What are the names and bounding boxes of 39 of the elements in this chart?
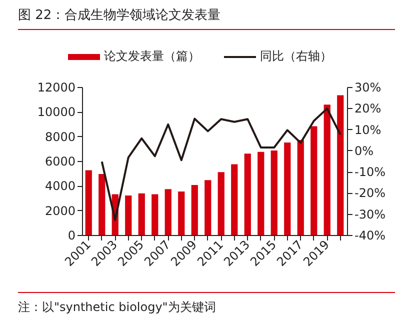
y-tick-label: 8000: [44, 130, 76, 144]
bar: [85, 170, 92, 235]
bar: [231, 164, 238, 235]
bar: [258, 152, 264, 235]
y2-tick-label: 30%: [354, 80, 382, 94]
bar: [324, 104, 330, 235]
bar: [178, 191, 185, 235]
y-tick-label: 12000: [37, 80, 76, 94]
bar: [138, 193, 145, 235]
y2-tick-label: -10%: [354, 165, 386, 180]
bar: [244, 154, 251, 235]
bar: [98, 174, 106, 235]
bar: [297, 140, 304, 235]
text: 注：以"synthetic biology"为关键词: [18, 292, 395, 316]
y-tick-label: 6000: [44, 154, 76, 168]
y-tick-label: 2000: [44, 204, 76, 218]
bar: [191, 185, 198, 235]
y2-tick-label: -30%: [354, 207, 386, 222]
chart-title: 图 22：合成生物学领域论文发表量: [18, 6, 395, 30]
y-tick-label: 0: [68, 228, 76, 242]
bar: [204, 180, 212, 235]
y-tick-label: 4000: [44, 179, 76, 194]
y2-tick-label: 10%: [354, 122, 382, 137]
bar: [337, 95, 344, 235]
y2-tick-label: -20%: [354, 186, 386, 200]
bar: [270, 150, 278, 235]
y2-tick-label: 0%: [354, 144, 374, 158]
y2-tick-label: 20%: [354, 102, 382, 116]
bar: [218, 172, 224, 235]
legend-label: 论文发表量（篇）: [103, 49, 200, 63]
legend-label: 同比（右轴）: [259, 49, 332, 63]
bar: [164, 189, 172, 235]
bar: [284, 142, 291, 235]
bar: [310, 126, 318, 235]
bar: [152, 194, 158, 235]
line-series: [100, 108, 342, 221]
bar: [125, 196, 132, 235]
y2-tick-label: -40%: [354, 228, 386, 242]
y-tick-label: 10000: [37, 105, 76, 120]
